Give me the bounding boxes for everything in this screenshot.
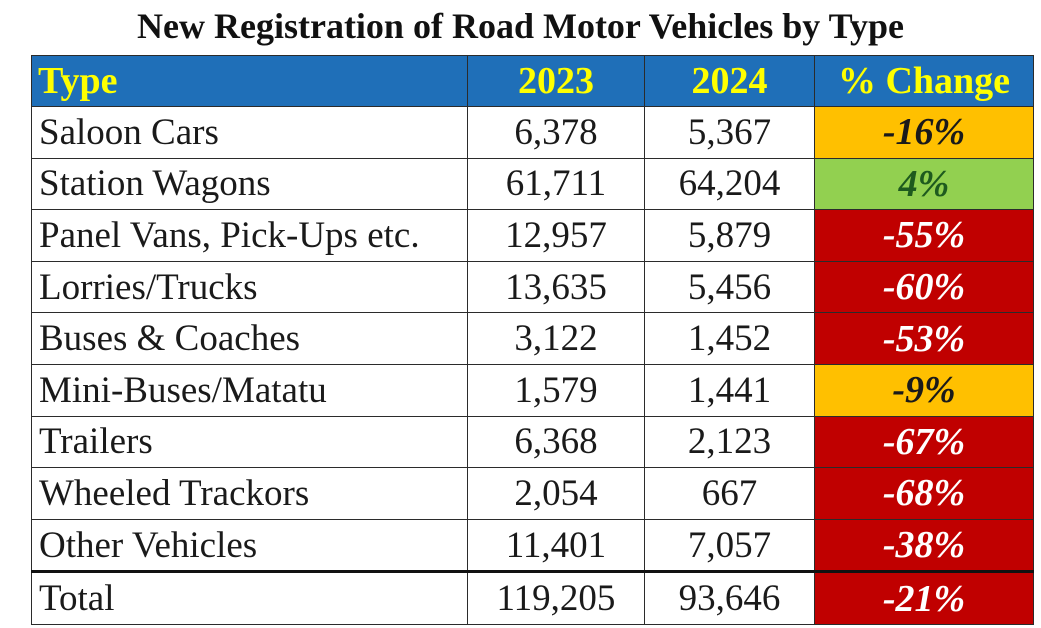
vehicle-registration-table: Type 2023 2024 % Change Saloon Cars 6,378… <box>31 55 1034 625</box>
value-2023-cell: 119,205 <box>467 570 645 625</box>
percent-change-cell: -53% <box>814 312 1034 365</box>
value-2024-cell: 64,204 <box>644 157 815 211</box>
value-2024-cell: 5,367 <box>644 106 815 159</box>
value-2024-cell: 93,646 <box>644 570 815 625</box>
value-2023-cell: 13,635 <box>467 260 645 314</box>
table-row: Station Wagons 61,711 64,204 4% <box>31 157 1034 211</box>
percent-change-cell: -21% <box>814 570 1034 625</box>
vehicle-type-cell: Panel Vans, Pick-Ups etc. <box>31 209 468 262</box>
vehicle-type-cell: Wheeled Trackors <box>31 467 468 520</box>
table-row: Other Vehicles 11,401 7,057 -38% <box>31 518 1034 573</box>
vehicle-type-cell: Lorries/Trucks <box>31 260 468 314</box>
value-2023-cell: 12,957 <box>467 209 645 262</box>
header-row: Type 2023 2024 % Change <box>31 55 1034 107</box>
column-header-2023: 2023 <box>467 55 645 107</box>
percent-change-cell: -67% <box>814 415 1034 469</box>
vehicle-type-cell: Mini-Buses/Matatu <box>31 363 468 417</box>
total-row: Total 119,205 93,646 -21% <box>31 570 1034 625</box>
table-title: New Registration of Road Motor Vehicles … <box>137 6 904 46</box>
column-header-percent-change: % Change <box>814 55 1034 107</box>
value-2024-cell: 1,452 <box>644 312 815 365</box>
percent-change-cell: -16% <box>814 106 1034 159</box>
value-2023-cell: 3,122 <box>467 312 645 365</box>
value-2023-cell: 2,054 <box>467 467 645 520</box>
table-row: Wheeled Trackors 2,054 667 -68% <box>31 467 1034 520</box>
percent-change-cell: 4% <box>814 157 1034 211</box>
table-body: Saloon Cars 6,378 5,367 -16% Station Wagons 6… <box>31 106 1034 625</box>
column-header-2024: 2024 <box>644 55 815 107</box>
table-row: Buses & Coaches 3,122 1,452 -53% <box>31 312 1034 365</box>
table-row: Lorries/Trucks 13,635 5,456 -60% <box>31 260 1034 314</box>
table-row: Trailers 6,368 2,123 -67% <box>31 415 1034 469</box>
table-row: Mini-Buses/Matatu 1,579 1,441 -9% <box>31 363 1034 417</box>
table-row: Panel Vans, Pick-Ups etc. 12,957 5,879 -55% <box>31 209 1034 262</box>
percent-change-cell: -68% <box>814 467 1034 520</box>
value-2023-cell: 1,579 <box>467 363 645 417</box>
value-2023-cell: 11,401 <box>467 518 645 573</box>
vehicle-type-cell: Buses & Coaches <box>31 312 468 365</box>
percent-change-cell: -60% <box>814 260 1034 314</box>
vehicle-type-cell: Trailers <box>31 415 468 469</box>
percent-change-cell: -38% <box>814 518 1034 573</box>
table-row: Saloon Cars 6,378 5,367 -16% <box>31 106 1034 159</box>
value-2024-cell: 667 <box>644 467 815 520</box>
value-2024-cell: 2,123 <box>644 415 815 469</box>
column-header-type: Type <box>31 55 468 107</box>
vehicle-type-cell: Other Vehicles <box>31 518 468 573</box>
value-2024-cell: 5,879 <box>644 209 815 262</box>
vehicle-type-cell: Saloon Cars <box>31 106 468 159</box>
vehicle-type-cell: Total <box>31 570 468 625</box>
percent-change-cell: -9% <box>814 363 1034 417</box>
percent-change-cell: -55% <box>814 209 1034 262</box>
vehicle-type-cell: Station Wagons <box>31 157 468 211</box>
value-2023-cell: 61,711 <box>467 157 645 211</box>
value-2023-cell: 6,378 <box>467 106 645 159</box>
value-2024-cell: 7,057 <box>644 518 815 573</box>
value-2023-cell: 6,368 <box>467 415 645 469</box>
value-2024-cell: 5,456 <box>644 260 815 314</box>
value-2024-cell: 1,441 <box>644 363 815 417</box>
